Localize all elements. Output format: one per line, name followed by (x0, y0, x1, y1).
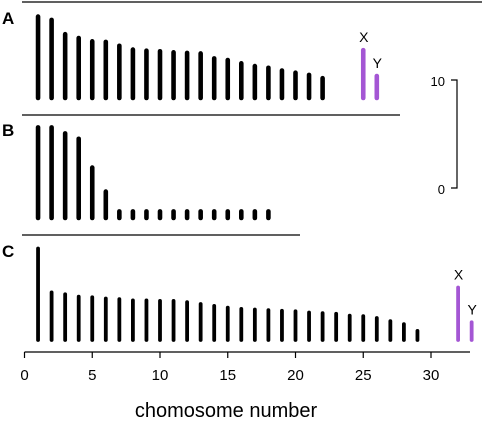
x-axis-title: chomosome number (135, 400, 318, 422)
panel-c-label: C (2, 242, 14, 261)
x-tick-label-5: 5 (88, 367, 96, 384)
panel-a-y-label: Y (373, 55, 383, 71)
scale-bar-top-label: 10 (431, 74, 445, 89)
x-tick-label-15: 15 (219, 367, 236, 384)
x-axis-ticks: 0 5 10 15 20 25 30 (20, 352, 439, 384)
x-tick-label-30: 30 (423, 367, 440, 384)
panel-a-x-label: X (359, 29, 369, 45)
chromosome-bars (35, 14, 474, 342)
panel-a-label: A (2, 9, 14, 28)
scale-bar-bottom-label: 0 (438, 182, 445, 197)
x-axis: 0 5 10 15 20 25 30 chomosome number (20, 351, 470, 422)
x-tick-label-0: 0 (20, 367, 28, 384)
x-tick-label-20: 20 (287, 367, 304, 384)
panel-b-label: B (2, 121, 14, 140)
x-tick-label-25: 25 (355, 367, 372, 384)
panel-c-y-label: Y (467, 301, 477, 317)
scale-bar-line (451, 79, 458, 189)
panel-c-x-label: X (454, 267, 464, 283)
x-tick-label-10: 10 (152, 367, 169, 384)
scale-bar: 10 0 (431, 74, 458, 197)
